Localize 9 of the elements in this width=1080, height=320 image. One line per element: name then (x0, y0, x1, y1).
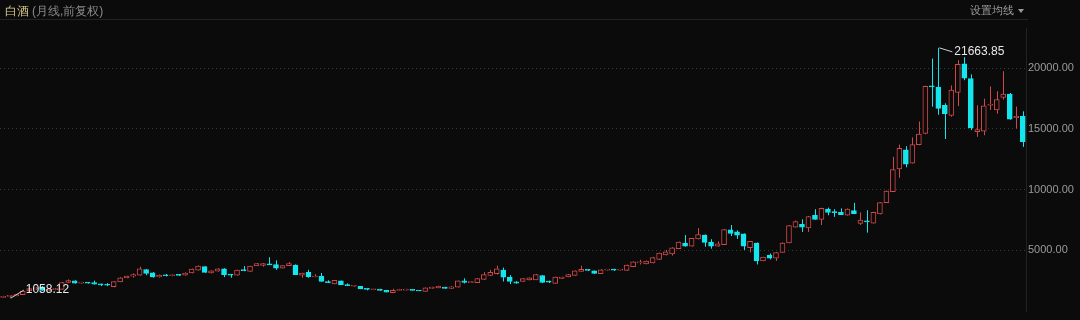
chart-subtitle: (月线,前复权) (32, 4, 104, 18)
chart-title: 白酒 (5, 4, 29, 18)
annotation: 21663.85 (954, 44, 1005, 59)
y-tick-label: 10000.00 (1028, 182, 1074, 195)
text: 设置均线 (970, 4, 1014, 16)
annotation: 1058.12 (25, 282, 70, 297)
y-tick-label: 20000.00 (1028, 61, 1074, 74)
y-tick-label: 5000.00 (1028, 243, 1068, 256)
y-tick-label: 15000.00 (1028, 121, 1074, 134)
